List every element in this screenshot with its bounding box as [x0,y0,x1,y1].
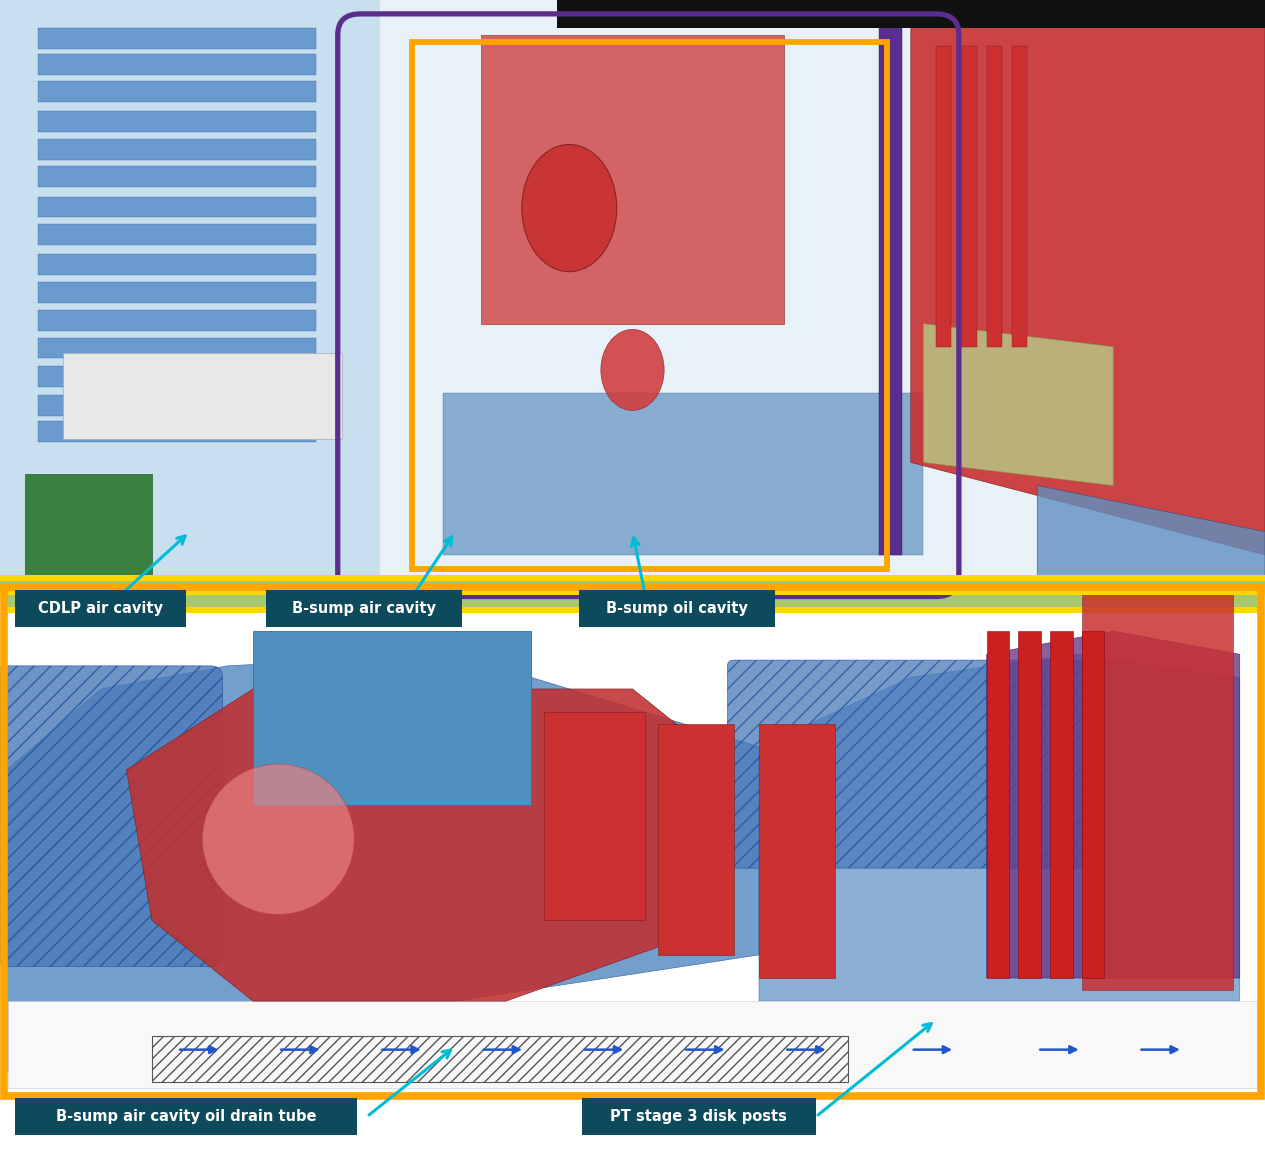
Bar [759,724,835,978]
Bar [380,0,911,584]
Bar [4,587,1261,1096]
FancyBboxPatch shape [38,28,316,49]
Bar [5,590,1260,613]
Bar [658,724,734,955]
Bar [1050,631,1073,978]
FancyBboxPatch shape [38,254,316,275]
Bar [5,590,1260,1094]
Bar [5,590,1260,607]
Bar [8,1001,1257,1088]
Bar [879,23,902,555]
Bar [1082,631,1104,978]
Text: B-sump air cavity: B-sump air cavity [292,601,435,615]
Text: CDLP air cavity: CDLP air cavity [38,601,163,615]
FancyBboxPatch shape [38,166,316,187]
Bar [152,1036,848,1082]
Bar [0,575,1265,595]
Bar [443,393,923,555]
Ellipse shape [601,329,664,410]
Text: B-sump air cavity oil drain tube: B-sump air cavity oil drain tube [56,1110,316,1124]
Bar [987,46,1002,347]
FancyBboxPatch shape [38,54,316,75]
Bar [936,46,951,347]
FancyBboxPatch shape [38,366,316,387]
Polygon shape [911,17,1265,555]
Bar [1012,46,1027,347]
Ellipse shape [521,144,617,272]
Bar [582,1098,816,1135]
FancyBboxPatch shape [0,666,223,966]
Bar [0,0,1265,584]
Polygon shape [481,35,784,324]
Polygon shape [1037,486,1265,584]
Bar [15,590,186,627]
Bar [1082,585,1233,990]
FancyBboxPatch shape [38,197,316,217]
Bar [253,631,531,805]
FancyBboxPatch shape [38,338,316,358]
Bar [911,0,1265,584]
Bar [579,590,775,627]
Polygon shape [126,689,734,1001]
Bar [63,353,342,439]
Bar [557,0,1265,28]
Polygon shape [923,324,1113,486]
FancyBboxPatch shape [38,395,316,416]
Ellipse shape [202,764,354,914]
Bar [1018,631,1041,978]
Polygon shape [759,654,1240,1001]
FancyBboxPatch shape [38,111,316,132]
Text: B-sump oil cavity: B-sump oil cavity [606,601,749,615]
Bar [987,631,1009,978]
Bar [544,712,645,920]
Bar [15,1098,357,1135]
FancyBboxPatch shape [727,660,1094,868]
Text: PT stage 3 disk posts: PT stage 3 disk posts [611,1110,787,1124]
FancyBboxPatch shape [38,81,316,102]
FancyBboxPatch shape [38,421,316,442]
Bar [266,590,462,627]
FancyBboxPatch shape [38,282,316,303]
Polygon shape [6,654,759,1070]
FancyBboxPatch shape [38,224,316,245]
Bar [961,46,977,347]
Bar [25,474,152,578]
FancyBboxPatch shape [38,139,316,160]
Bar [0,581,1265,591]
Polygon shape [987,631,1240,978]
Bar [0,0,380,584]
FancyBboxPatch shape [38,310,316,331]
